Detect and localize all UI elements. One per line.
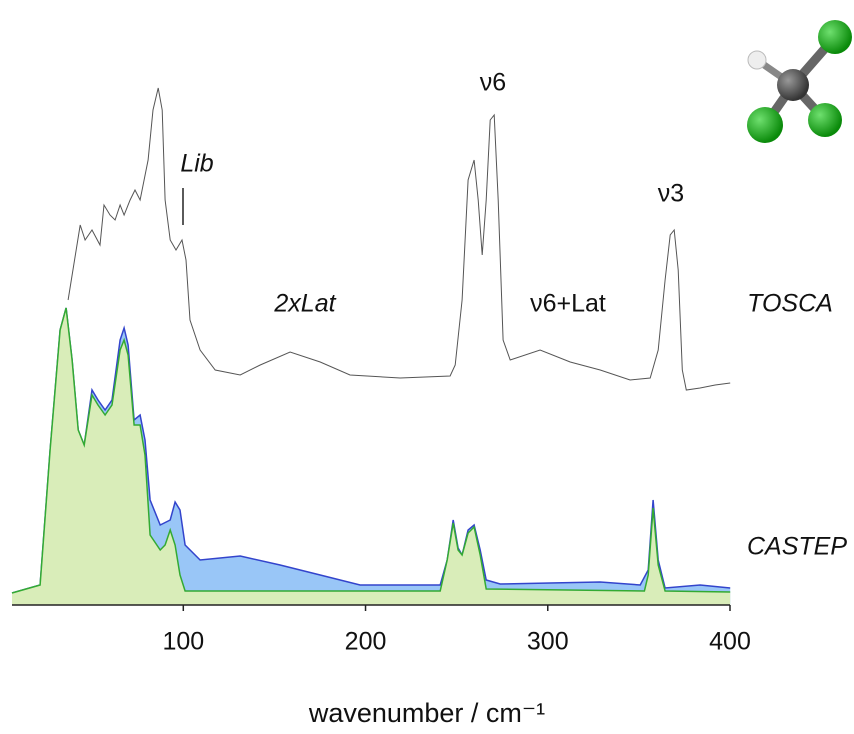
annotation: ν6 [480,69,506,97]
series-label: TOSCA [747,290,833,318]
page: {"chart_data": {"type": "area", "x_label… [0,0,854,734]
x-tick-label: 400 [709,628,751,656]
x-tick-label: 300 [527,628,569,656]
annotation: ν3 [658,180,684,208]
x-axis-label: wavenumber / cm⁻¹ [308,698,545,728]
x-tick-label: 200 [345,628,387,656]
annotation: ν6+Lat [530,290,606,318]
chart: Lib 2xLat ν6 ν6+Lat ν3 TOSCA CASTEP wave… [0,0,854,734]
annotation: 2xLat [273,290,336,318]
series-label: CASTEP [747,533,847,561]
molecule-icon [747,20,852,143]
x-tick-label: 100 [162,628,204,656]
spectrum-line [68,88,730,390]
plot-area [12,88,730,605]
annotation: Lib [180,150,213,178]
